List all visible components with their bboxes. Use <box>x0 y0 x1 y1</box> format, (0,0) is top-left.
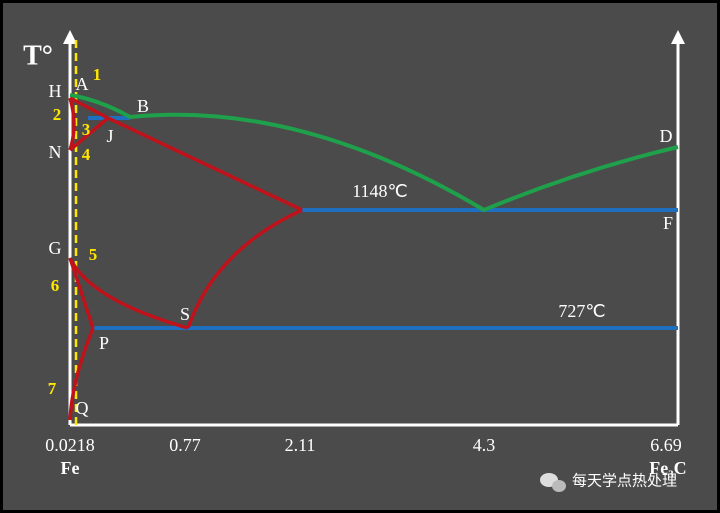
point-label: G <box>49 238 62 258</box>
region-number: 1 <box>93 65 102 84</box>
x-label: 6.69 <box>650 435 682 455</box>
x-label: 0.77 <box>169 435 201 455</box>
point-label: F <box>663 213 673 233</box>
point-label: A <box>76 74 89 94</box>
point-label: B <box>137 96 149 116</box>
point-label: S <box>180 304 190 324</box>
background <box>3 3 717 510</box>
point-label: N <box>49 142 62 162</box>
end-label: Fe₃C <box>649 458 686 478</box>
temperature-label: 1148℃ <box>352 181 408 201</box>
point-label: P <box>99 333 109 353</box>
x-label: 2.11 <box>285 435 316 455</box>
liquidus <box>69 93 679 213</box>
end-label: Fe <box>61 458 80 478</box>
point-label: D <box>660 126 673 146</box>
watermark: 每天学点热处理 <box>572 472 677 490</box>
point-label: Q <box>76 398 89 418</box>
x-label: 0.0218 <box>45 435 95 455</box>
watermark-icon <box>540 473 566 492</box>
region-number: 3 <box>82 120 91 139</box>
arrow <box>671 30 685 44</box>
x-label: 4.3 <box>473 435 496 455</box>
region-number: 4 <box>82 145 91 164</box>
region-number: 6 <box>51 276 60 295</box>
red-lines <box>68 96 303 421</box>
temperature-label: 727℃ <box>558 301 605 321</box>
point-label: J <box>106 126 113 146</box>
region-number: 5 <box>89 245 98 264</box>
arrow <box>63 30 77 44</box>
region-number: 7 <box>48 379 57 398</box>
point-label: H <box>49 81 62 101</box>
axis-title: T° <box>23 40 53 71</box>
region-number: 2 <box>53 105 62 124</box>
